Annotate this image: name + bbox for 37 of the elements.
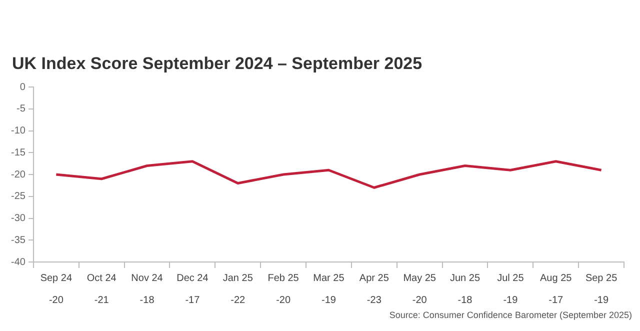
x-tick-label: Jan 25 — [222, 272, 254, 284]
y-tick-label: -15 — [11, 147, 26, 158]
x-tick-label: Jul 25 — [497, 272, 524, 284]
y-tick-label: -5 — [16, 104, 26, 115]
data-label: -20 — [412, 294, 428, 306]
data-label: -21 — [94, 294, 110, 306]
data-label: -23 — [366, 294, 382, 306]
x-tick-label: Apr 25 — [359, 272, 390, 284]
x-tick-label: Nov 24 — [131, 272, 164, 284]
data-label: -17 — [548, 294, 564, 306]
y-tick-label: -35 — [11, 234, 26, 246]
data-label: -19 — [503, 294, 518, 306]
x-tick-label: Dec 24 — [176, 272, 209, 284]
data-label: -19 — [594, 294, 609, 306]
y-tick-label: -30 — [11, 213, 26, 224]
y-tick-label: -10 — [11, 126, 26, 136]
data-label: -17 — [185, 294, 200, 306]
chart-title: UK Index Score September 2024 – September 2025 — [12, 54, 424, 74]
x-tick-label: Mar 25 — [313, 272, 345, 284]
x-tick-label: Oct 24 — [86, 272, 117, 284]
y-tick-label: -25 — [11, 191, 26, 202]
x-tick-label: May 25 — [403, 272, 436, 284]
data-label: -18 — [458, 294, 473, 306]
x-tick-label: Feb 25 — [268, 272, 300, 284]
data-label: -20 — [276, 294, 291, 306]
y-tick-label: -20 — [11, 169, 26, 180]
x-tick-label: Aug 25 — [540, 272, 572, 284]
data-label: -19 — [322, 294, 336, 306]
x-tick-label: Jun 25 — [450, 272, 480, 284]
x-tick-label: Sep 24 — [40, 272, 72, 284]
y-tick-label: -40 — [11, 256, 26, 268]
source-note: Source: Consumer Confidence Barometer (September 2025) — [388, 310, 632, 320]
data-label: -18 — [140, 294, 155, 306]
y-tick-label: 0 — [20, 82, 26, 93]
data-label: -22 — [230, 294, 246, 306]
x-tick-label: Sep 25 — [585, 272, 618, 284]
data-label: -20 — [48, 294, 64, 306]
